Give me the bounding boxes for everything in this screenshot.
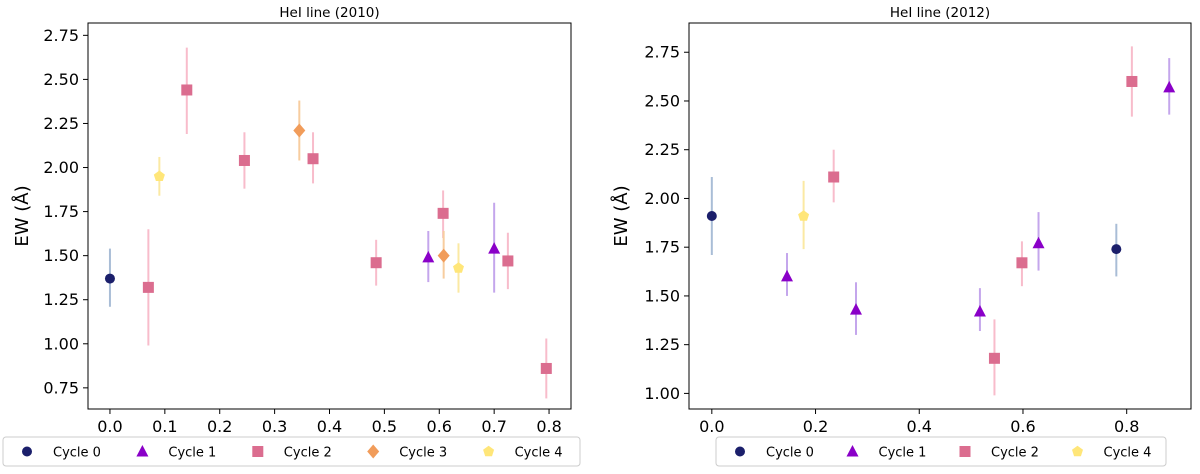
legend-box — [715, 436, 1167, 467]
x-tick-label: 0.0 — [699, 417, 724, 436]
data-point — [307, 153, 319, 165]
legend-label: Cycle 3 — [399, 446, 447, 461]
data-point — [973, 305, 986, 317]
y-tick-label: 1.75 — [43, 202, 79, 221]
y-tick-label: 1.50 — [644, 286, 680, 305]
y-tick-label: 2.50 — [644, 91, 680, 110]
legend-marker — [959, 446, 971, 457]
x-tick-label: 0.3 — [262, 417, 287, 436]
legend-2010: Cycle 0 Cycle 1 Cycle 2 Cycle 3 Cycle 4 — [2, 436, 581, 467]
data-point — [1111, 244, 1122, 255]
chart-title: HeI line (2012) — [890, 5, 990, 21]
legend-marker — [367, 444, 380, 459]
legend-label: Cycle 0 — [766, 446, 814, 461]
data-point — [1126, 75, 1138, 87]
series-cycle-1 — [422, 202, 501, 293]
series-cycle-3 — [293, 100, 450, 279]
x-tick-label: 0.4 — [317, 417, 342, 436]
x-tick-label: 0.5 — [372, 417, 397, 436]
y-tick-label: 2.50 — [43, 70, 79, 89]
y-tick-label: 1.00 — [43, 334, 79, 353]
plot-frame — [688, 22, 1192, 410]
legend-label: Cycle 1 — [168, 446, 216, 461]
legend-label: Cycle 0 — [53, 446, 101, 461]
series-cycle-2 — [142, 47, 552, 399]
x-tick-label: 0.2 — [207, 417, 232, 436]
data-point — [798, 210, 810, 221]
legend-label: Cycle 2 — [991, 446, 1039, 461]
data-point — [488, 242, 501, 254]
data-point — [1016, 257, 1028, 269]
x-tick-label: 0.8 — [1114, 417, 1139, 436]
y-tick-label: 1.50 — [43, 246, 79, 265]
series-cycle-4 — [153, 156, 464, 293]
y-tick-label: 1.75 — [644, 238, 680, 257]
y-tick-label: 2.25 — [644, 140, 680, 159]
data-point — [849, 303, 862, 315]
y-axis-label: EW (Å) — [11, 185, 33, 246]
x-tick-label: 0.8 — [536, 417, 561, 436]
legend-2012: Cycle 0 Cycle 1 Cycle 2 Cycle 4 — [715, 436, 1167, 467]
legend-label: Cycle 4 — [1104, 446, 1152, 461]
data-point — [453, 262, 464, 273]
x-tick-label: 0.1 — [152, 417, 177, 436]
y-tick-label: 2.00 — [43, 158, 79, 177]
legend-marker — [22, 446, 32, 457]
x-tick-label: 0.6 — [427, 417, 452, 436]
data-point — [370, 257, 382, 269]
y-tick-label: 2.75 — [644, 43, 680, 62]
data-point — [437, 248, 450, 263]
x-tick-label: 0.7 — [481, 417, 506, 436]
data-point — [828, 171, 840, 183]
legend-marker — [252, 446, 264, 457]
data-point — [153, 170, 165, 181]
data-point — [422, 250, 435, 263]
y-tick-label: 2.75 — [43, 26, 79, 45]
y-tick-label: 1.25 — [644, 335, 680, 354]
y-tick-label: 1.00 — [644, 384, 680, 403]
x-tick-label: 0.6 — [1010, 417, 1035, 436]
legend-label: Cycle 4 — [515, 446, 563, 461]
legend-marker — [136, 445, 149, 457]
chart-title: HeI line (2010) — [279, 5, 379, 21]
data-point — [1163, 80, 1176, 93]
data-point — [142, 281, 154, 293]
data-point — [781, 269, 794, 282]
data-point — [540, 362, 552, 374]
plot-frame — [87, 22, 572, 410]
data-point — [181, 84, 193, 96]
panel-2012: HeI line (2012) 0.0 0.2 0.4 0.6 0.8 1.00 1.25 1.… — [610, 5, 1192, 459]
x-tick-label: 0.2 — [803, 417, 828, 436]
data-point — [1032, 236, 1045, 249]
legend-marker — [483, 445, 495, 457]
y-tick-label: 2.00 — [644, 189, 680, 208]
data-point — [104, 273, 115, 284]
series-cycle-2 — [828, 46, 1138, 396]
legend-label: Cycle 1 — [879, 446, 927, 461]
series-cycle-0 — [104, 248, 115, 307]
legend-label: Cycle 2 — [284, 446, 332, 461]
legend-marker — [1072, 445, 1083, 457]
y-tick-label: 2.25 — [43, 114, 79, 133]
data-point — [238, 154, 250, 166]
x-tick-label: 0.4 — [907, 417, 932, 436]
x-tick-label: 0.0 — [97, 417, 122, 436]
panel-2010: HeI line (2010) 0.0 0.1 0.2 0.3 0.4 0.5 0.6 0.7 0… — [11, 5, 572, 459]
legend-marker — [846, 445, 859, 457]
series-cycle-0 — [706, 177, 1122, 277]
y-axis-label: EW (Å) — [610, 185, 632, 246]
data-point — [988, 352, 1000, 364]
data-point — [437, 207, 449, 219]
series-cycle-4 — [798, 180, 810, 250]
data-point — [293, 123, 306, 138]
data-point — [502, 255, 514, 267]
y-tick-label: 0.75 — [43, 378, 79, 397]
legend-marker — [735, 446, 745, 457]
data-point — [706, 211, 717, 221]
y-tick-label: 1.25 — [43, 290, 79, 309]
legend-box — [2, 436, 581, 467]
series-cycle-1 — [781, 58, 1176, 335]
